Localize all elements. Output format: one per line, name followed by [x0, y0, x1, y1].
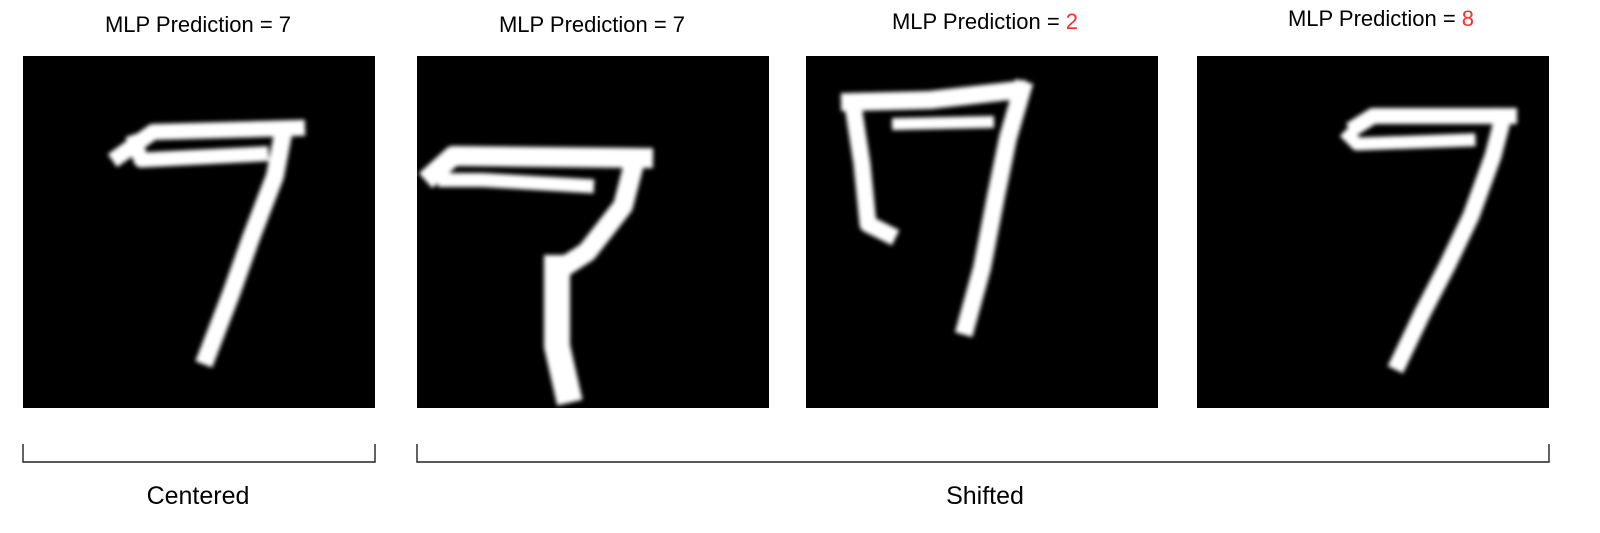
panel-4-title: MLP Prediction = 8 [1288, 6, 1474, 32]
panel-1-title: MLP Prediction = 7 [105, 12, 291, 38]
digit-image-shifted-2 [806, 56, 1158, 408]
panel-4-prediction: 8 [1461, 6, 1475, 31]
panel-3-title: MLP Prediction = 2 [892, 9, 1078, 35]
panel-2-prediction: 7 [672, 12, 686, 37]
shifted-label: Shifted [946, 482, 1024, 510]
panel-1-prediction: 7 [278, 12, 292, 37]
panel-4-title-prefix: MLP Prediction = [1287, 6, 1462, 31]
shifted-bracket [416, 444, 1550, 463]
panel-3-title-prefix: MLP Prediction = [891, 9, 1066, 34]
centered-label: Centered [146, 482, 250, 510]
centered-bracket [22, 444, 376, 463]
panel-3-prediction: 2 [1065, 9, 1079, 34]
digit-image-shifted-3 [1197, 56, 1549, 408]
panel-1-title-prefix: MLP Prediction = [104, 12, 279, 37]
digit-image-centered [23, 56, 375, 408]
panel-2-title: MLP Prediction = 7 [499, 12, 685, 38]
panel-2-title-prefix: MLP Prediction = [498, 12, 673, 37]
digit-image-shifted-1 [417, 56, 769, 408]
